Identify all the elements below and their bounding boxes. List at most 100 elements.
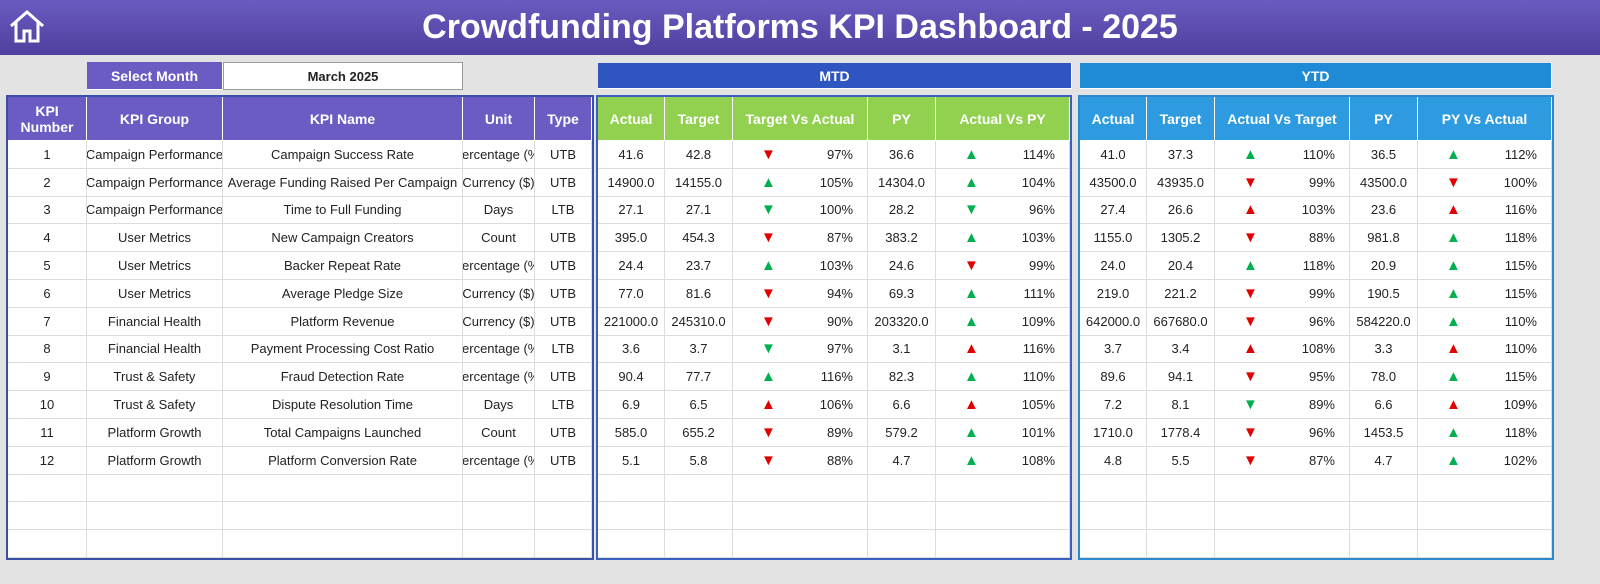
table-cell: UTB bbox=[535, 446, 592, 475]
percent-value: 110% bbox=[1504, 313, 1537, 329]
target-value: 23.7 bbox=[665, 252, 733, 280]
column-header: Target Vs Actual bbox=[733, 97, 868, 141]
percent-value: 87% bbox=[826, 230, 853, 246]
percent-value: 96% bbox=[1308, 313, 1335, 329]
column-header: PY bbox=[1350, 97, 1418, 141]
target-value: 8.1 bbox=[1147, 391, 1215, 419]
py-value: 3.3 bbox=[1350, 335, 1418, 364]
comparison-cell: ▲ 109% bbox=[1418, 391, 1552, 419]
percent-value: 108% bbox=[1021, 452, 1055, 468]
py-value: 981.8 bbox=[1350, 224, 1418, 253]
table-cell: Days bbox=[463, 391, 535, 419]
actual-value: 5.1 bbox=[598, 446, 665, 475]
percent-value: 105% bbox=[819, 174, 853, 190]
trend-arrow: ▼ bbox=[1243, 451, 1258, 469]
ytd-label: YTD bbox=[1080, 63, 1552, 89]
target-value: 5.5 bbox=[1147, 446, 1215, 475]
column-header: Type bbox=[535, 97, 592, 141]
target-value: 1778.4 bbox=[1147, 419, 1215, 447]
percent-value: 89% bbox=[1308, 397, 1335, 413]
py-value: 6.6 bbox=[1350, 391, 1418, 419]
trend-arrow: ▼ bbox=[1243, 368, 1258, 386]
table-cell: LTB bbox=[535, 391, 592, 419]
comparison-cell: ▲ 106% bbox=[733, 391, 868, 419]
percent-value: 115% bbox=[1504, 369, 1537, 385]
trend-arrow: ▲ bbox=[1446, 145, 1461, 163]
trend-arrow: ▲ bbox=[1243, 257, 1258, 275]
table-cell: Percentage (%) bbox=[463, 252, 535, 280]
table-cell: 8 bbox=[8, 335, 87, 364]
percent-value: 111% bbox=[1023, 285, 1055, 301]
table-cell: 5 bbox=[8, 252, 87, 280]
home-icon[interactable] bbox=[8, 8, 46, 44]
py-value: 579.2 bbox=[868, 419, 936, 447]
actual-value: 43500.0 bbox=[1080, 168, 1147, 197]
percent-value: 118% bbox=[1302, 258, 1335, 274]
table-cell: Average Funding Raised Per Campaign bbox=[223, 168, 463, 197]
table-cell: New Campaign Creators bbox=[223, 224, 463, 253]
table-cell: Trust & Safety bbox=[87, 363, 223, 392]
table-cell: Campaign Success Rate bbox=[223, 141, 463, 169]
trend-arrow: ▲ bbox=[1446, 396, 1461, 414]
percent-value: 115% bbox=[1504, 258, 1537, 274]
percent-value: 101% bbox=[1021, 424, 1055, 440]
comparison-cell: ▼ 97% bbox=[733, 141, 868, 169]
comparison-cell: ▼ 99% bbox=[936, 252, 1070, 280]
target-value: 3.4 bbox=[1147, 335, 1215, 364]
table-cell: Financial Health bbox=[87, 335, 223, 364]
table-cell: Currency ($) bbox=[463, 168, 535, 197]
target-value: 20.4 bbox=[1147, 252, 1215, 280]
py-value: 28.2 bbox=[868, 196, 936, 225]
trend-arrow: ▲ bbox=[1446, 312, 1461, 330]
table-cell: Platform Revenue bbox=[223, 307, 463, 336]
actual-value: 27.1 bbox=[598, 196, 665, 225]
comparison-cell: ▼ 89% bbox=[1215, 391, 1350, 419]
table-cell bbox=[535, 474, 592, 503]
comparison-cell: ▲ 108% bbox=[1215, 335, 1350, 364]
table-cell: 11 bbox=[8, 419, 87, 447]
trend-arrow: ▲ bbox=[761, 368, 776, 386]
target-value: 245310.0 bbox=[665, 307, 733, 336]
comparison-cell: ▲ 112% bbox=[1418, 141, 1552, 169]
percent-value: 115% bbox=[1504, 285, 1537, 301]
trend-arrow: ▲ bbox=[964, 229, 979, 247]
percent-value: 118% bbox=[1504, 424, 1537, 440]
trend-arrow: ▼ bbox=[761, 284, 776, 302]
comparison-cell: ▼ 97% bbox=[733, 335, 868, 364]
comparison-cell: ▲ 118% bbox=[1418, 419, 1552, 447]
table-cell: UTB bbox=[535, 224, 592, 253]
actual-value: 585.0 bbox=[598, 419, 665, 447]
comparison-cell bbox=[1418, 530, 1552, 558]
table-cell: UTB bbox=[535, 141, 592, 169]
trend-arrow: ▲ bbox=[964, 340, 979, 358]
column-header: KPI Number bbox=[8, 97, 87, 141]
percent-value: 118% bbox=[1504, 230, 1537, 246]
target-value: 655.2 bbox=[665, 419, 733, 447]
table-cell bbox=[8, 502, 87, 531]
table-cell: Backer Repeat Rate bbox=[223, 252, 463, 280]
trend-arrow: ▼ bbox=[761, 201, 776, 219]
actual-value: 24.4 bbox=[598, 252, 665, 280]
py-value bbox=[868, 474, 936, 503]
month-select[interactable]: March 2025 bbox=[223, 62, 463, 90]
py-value: 1453.5 bbox=[1350, 419, 1418, 447]
actual-value: 642000.0 bbox=[1080, 307, 1147, 336]
comparison-cell: ▼ 90% bbox=[733, 307, 868, 336]
target-value bbox=[1147, 530, 1215, 558]
actual-value: 41.6 bbox=[598, 141, 665, 169]
actual-value bbox=[1080, 530, 1147, 558]
comparison-cell: ▲ 103% bbox=[936, 224, 1070, 253]
actual-value: 90.4 bbox=[598, 363, 665, 392]
table-cell: Count bbox=[463, 224, 535, 253]
table-cell: LTB bbox=[535, 335, 592, 364]
trend-arrow: ▼ bbox=[964, 201, 979, 219]
table-cell: 3 bbox=[8, 196, 87, 225]
table-cell: Average Pledge Size bbox=[223, 280, 463, 308]
target-value: 5.8 bbox=[665, 446, 733, 475]
table-cell: Platform Growth bbox=[87, 446, 223, 475]
comparison-cell bbox=[733, 502, 868, 531]
percent-value: 99% bbox=[1308, 174, 1335, 190]
table-cell bbox=[87, 530, 223, 558]
trend-arrow: ▼ bbox=[1243, 423, 1258, 441]
percent-value: 116% bbox=[1504, 202, 1537, 218]
